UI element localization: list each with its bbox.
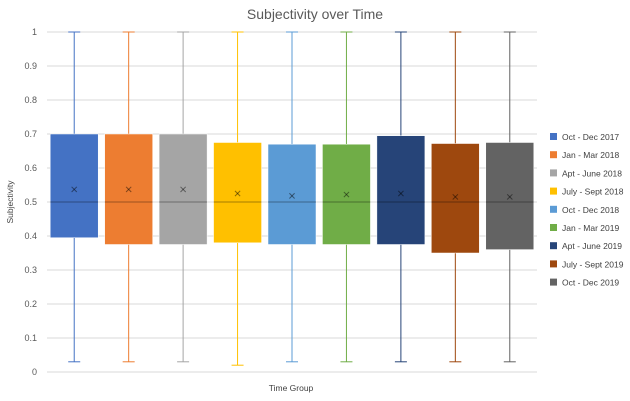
legend-label: Oct - Dec 2017 <box>562 132 619 142</box>
mean-marker <box>71 186 78 193</box>
y-tick-label: 0.9 <box>24 61 37 71</box>
box-rect <box>49 133 99 238</box>
y-tick-label: 0.3 <box>24 265 37 275</box>
legend-item: July - Sept 2019 <box>550 259 624 269</box>
boxes <box>49 31 535 366</box>
box-group <box>431 31 480 363</box>
legend-label: Jan - Mar 2018 <box>562 150 619 160</box>
legend-label: Oct - Dec 2019 <box>562 278 619 288</box>
y-tick-label: 0.1 <box>24 333 37 343</box>
box-rect <box>322 143 371 245</box>
legend-swatch <box>550 169 557 177</box>
legend-item: Oct - Dec 2018 <box>550 205 619 215</box>
mean-marker <box>397 190 404 197</box>
box-rect <box>485 142 535 250</box>
mean-marker <box>180 186 187 193</box>
legend-label: July - Sept 2019 <box>562 259 624 269</box>
legend-swatch <box>550 242 557 250</box>
legend-swatch <box>550 151 557 159</box>
legend-swatch <box>550 133 557 140</box>
box-rect <box>158 133 208 245</box>
box-group <box>267 31 317 363</box>
box-group <box>376 31 426 363</box>
box-rect <box>376 135 426 245</box>
legend-swatch <box>550 260 557 268</box>
y-axis-label: Subjectivity <box>5 180 15 224</box>
legend-label: Jan - Mar 2019 <box>562 223 619 233</box>
legend-label: Apt - June 2019 <box>562 241 622 251</box>
y-tick-label: 0.8 <box>24 95 37 105</box>
box-rect <box>267 143 317 245</box>
legend-swatch <box>550 278 557 286</box>
legend-item: Jan - Mar 2018 <box>550 150 619 160</box>
mean-marker <box>343 191 350 198</box>
y-tick-label: 0.4 <box>24 231 37 241</box>
y-axis-ticks: 0 0.1 0.2 0.3 0.4 0.5 0.6 0.7 0.8 0.9 1 <box>24 27 37 377</box>
legend-label: Oct - Dec 2018 <box>562 205 619 215</box>
legend: Oct - Dec 2017 Jan - Mar 2018 Apt - June 2… <box>550 132 624 288</box>
mean-marker <box>506 193 513 200</box>
box-rect <box>431 143 480 254</box>
mean-marker <box>452 193 459 200</box>
y-tick-label: 1 <box>32 27 37 37</box>
legend-label: Apt - June 2018 <box>562 168 622 178</box>
mean-marker <box>234 190 241 197</box>
y-tick-label: 0.5 <box>24 197 37 207</box>
legend-swatch <box>550 187 557 195</box>
y-tick-label: 0.6 <box>24 163 37 173</box>
y-tick-label: 0.7 <box>24 129 37 139</box>
box-group <box>322 31 371 363</box>
legend-item: Oct - Dec 2019 <box>550 278 619 288</box>
box-group <box>213 31 262 366</box>
box-group <box>104 31 153 363</box>
legend-item: Apt - June 2018 <box>550 168 622 178</box>
legend-item: Jan - Mar 2019 <box>550 223 619 233</box>
legend-label: July - Sept 2018 <box>562 187 624 197</box>
box-group <box>485 31 535 363</box>
legend-item: Apt - June 2019 <box>550 241 622 251</box>
chart-title: Subjectivity over Time <box>247 6 383 22</box>
box-rect <box>213 142 262 244</box>
box-rect <box>104 133 153 245</box>
box-group <box>158 31 208 363</box>
box-group <box>49 31 99 363</box>
legend-item: July - Sept 2018 <box>550 187 624 197</box>
legend-item: Oct - Dec 2017 <box>550 132 619 142</box>
x-axis-label: Time Group <box>269 383 314 393</box>
legend-swatch <box>550 224 557 231</box>
mean-marker <box>125 186 132 193</box>
legend-swatch <box>550 205 557 213</box>
mean-marker <box>289 192 295 199</box>
y-tick-label: 0 <box>32 367 37 377</box>
y-tick-label: 0.2 <box>24 299 37 309</box>
